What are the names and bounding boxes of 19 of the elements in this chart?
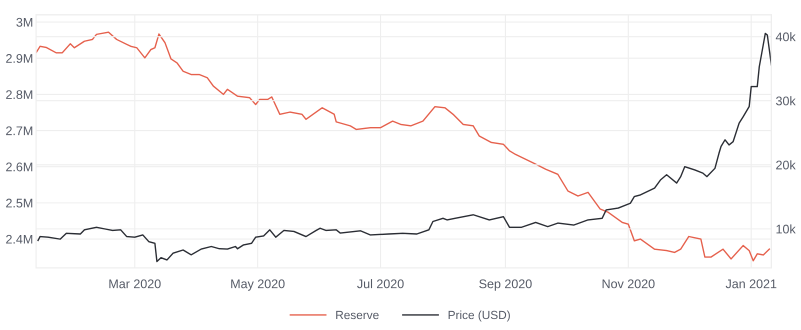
- x-tick-label: May 2020: [231, 279, 285, 291]
- y2-tick-label: 40k: [776, 32, 796, 42]
- legend-label: Reserve: [336, 310, 379, 320]
- y-tick-label: 3M: [16, 18, 32, 27]
- y-tick-label: 2.6M: [6, 162, 32, 172]
- legend-label: Price (USD): [448, 310, 510, 322]
- x-tick-label: Nov 2020: [602, 279, 655, 288]
- y-tick-label: 2.8M: [6, 90, 32, 100]
- y2-tick-label: 10k: [776, 224, 796, 234]
- x-tick-label: Sep 2020: [479, 279, 532, 291]
- x-tick-label: Jan 2021: [726, 279, 776, 288]
- y-tick-label: 2.9M: [6, 54, 32, 63]
- x-tick-label: Jul 2020: [357, 279, 404, 288]
- y2-tick-label: 20k: [776, 160, 796, 170]
- y-tick-label: 2.7M: [6, 126, 32, 136]
- y2-tick-label: 30k: [776, 96, 796, 106]
- y-tick-label: 2.5M: [6, 198, 32, 208]
- x-tick-label: Mar 2020: [109, 279, 161, 288]
- y-tick-label: 2.4M: [6, 234, 32, 244]
